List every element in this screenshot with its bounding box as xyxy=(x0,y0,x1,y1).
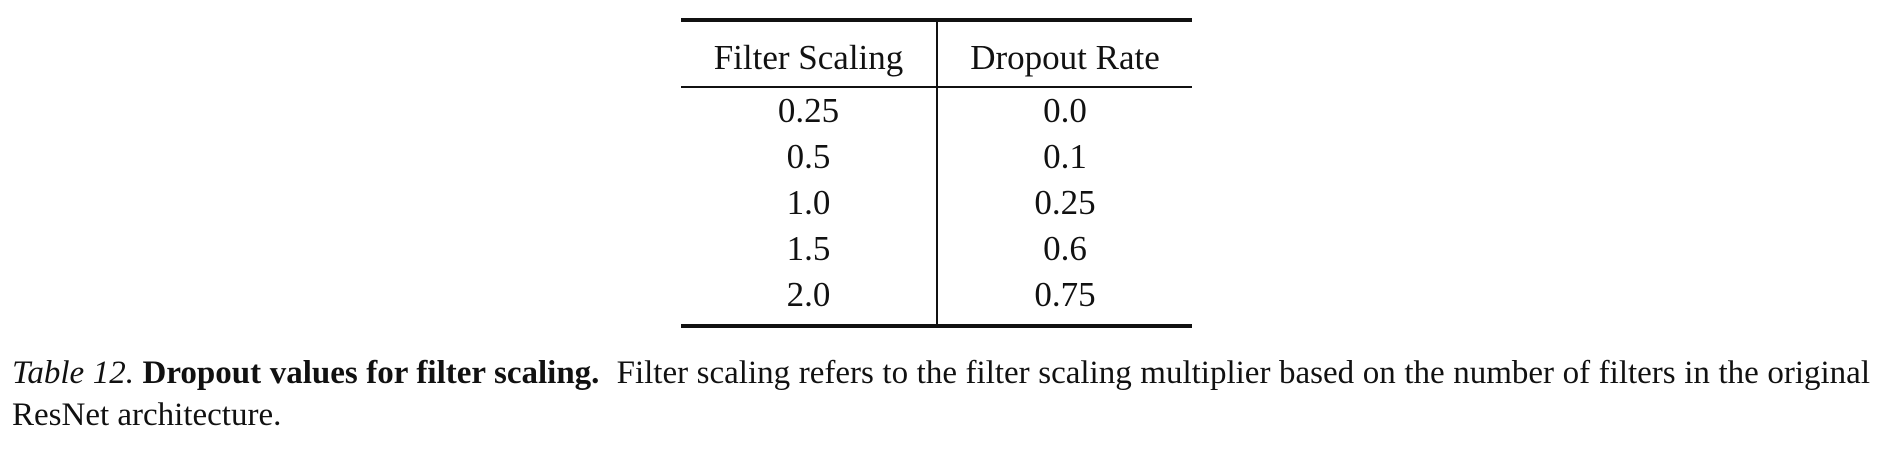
cell-filter-scaling: 0.5 xyxy=(681,134,938,180)
table-row: 1.0 0.25 xyxy=(681,180,1192,226)
table-header-row: Filter Scaling Dropout Rate xyxy=(681,20,1192,87)
cell-dropout-rate: 0.25 xyxy=(1034,183,1096,222)
header-filter-scaling: Filter Scaling xyxy=(681,20,938,87)
table-caption: Table 12. Dropout values for filter scal… xyxy=(12,352,1870,436)
table-row: 1.5 0.6 xyxy=(681,226,1192,272)
cell-dropout-rate: 0.1 xyxy=(1043,137,1087,176)
header-dropout-rate: Dropout Rate xyxy=(970,38,1160,77)
caption-label: Table 12. xyxy=(12,355,134,391)
cell-filter-scaling: 0.25 xyxy=(681,87,938,134)
table-row: 0.5 0.1 xyxy=(681,134,1192,180)
cell-filter-scaling: 2.0 xyxy=(681,272,938,326)
table-container: Filter Scaling Dropout Rate 0.25 0.0 0.5… xyxy=(681,18,1192,328)
caption-title: Dropout values for filter scaling. xyxy=(142,355,600,391)
caption-text: Filter scaling refers to the filter scal… xyxy=(12,355,1870,433)
cell-dropout-rate: 0.75 xyxy=(1034,275,1096,314)
cell-dropout-rate: 0.6 xyxy=(1043,229,1087,268)
table-row: 0.25 0.0 xyxy=(681,87,1192,134)
dropout-table: Filter Scaling Dropout Rate 0.25 0.0 0.5… xyxy=(681,18,1192,328)
cell-dropout-rate: 0.0 xyxy=(1043,91,1087,130)
cell-filter-scaling: 1.0 xyxy=(681,180,938,226)
cell-filter-scaling: 1.5 xyxy=(681,226,938,272)
table-row: 2.0 0.75 xyxy=(681,272,1192,326)
